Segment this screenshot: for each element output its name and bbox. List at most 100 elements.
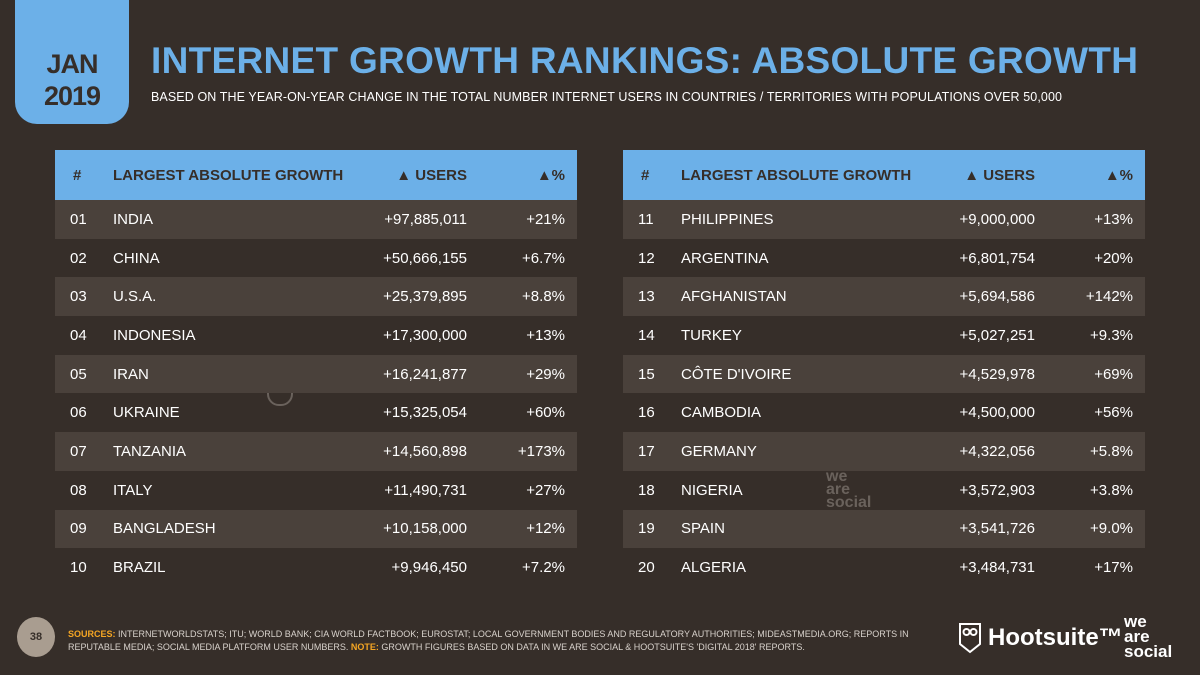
table-row: 11 PHILIPPINES +9,000,000 +13% — [623, 200, 1145, 239]
pct-cell: +17% — [1094, 559, 1133, 577]
table-row: 13 AFGHANISTAN +5,694,586 +142% — [623, 277, 1145, 317]
country-cell: CAMBODIA — [681, 404, 762, 422]
country-cell: PHILIPPINES — [681, 210, 774, 228]
table-row: 08 ITALY +11,490,731 +27% — [55, 471, 577, 510]
pct-cell: +5.8% — [1090, 442, 1133, 460]
pct-cell: +29% — [526, 365, 565, 383]
table-row: 20 ALGERIA +3,484,731 +17% — [623, 548, 1145, 587]
rank-cell: 16 — [638, 404, 655, 422]
users-cell: +4,500,000 — [959, 404, 1036, 422]
rank-cell: 03 — [70, 288, 87, 306]
header-rank: # — [641, 166, 650, 184]
users-cell: +9,946,450 — [391, 559, 468, 577]
pct-cell: +6.7% — [522, 249, 565, 267]
rank-cell: 19 — [638, 520, 655, 538]
rank-cell: 18 — [638, 481, 655, 499]
table-row: 19 SPAIN +3,541,726 +9.0% — [623, 509, 1145, 549]
users-cell: +3,484,731 — [959, 559, 1036, 577]
country-cell: U.S.A. — [113, 288, 157, 306]
hootsuite-wordmark: Hootsuite™ — [988, 624, 1123, 651]
sources-text: INTERNETWORLDSTATS; ITU; WORLD BANK; CIA… — [68, 629, 909, 652]
date-year: 2019 — [43, 81, 101, 111]
pct-cell: +27% — [526, 481, 565, 499]
header-country: LARGEST ABSOLUTE GROWTH — [681, 166, 912, 184]
users-cell: +16,241,877 — [383, 365, 467, 383]
table-row: 14 TURKEY +5,027,251 +9.3% — [623, 316, 1145, 355]
rank-cell: 02 — [70, 249, 87, 267]
rank-cell: 17 — [638, 442, 655, 460]
table-row: 06 UKRAINE +15,325,054 +60% — [55, 393, 577, 432]
we-are-social-logo: we are social — [1124, 612, 1173, 661]
country-cell: ITALY — [113, 481, 153, 499]
page-subtitle: BASED ON THE YEAR-ON-YEAR CHANGE IN THE … — [151, 90, 1063, 104]
country-cell: INDONESIA — [113, 326, 196, 344]
rankings-table-right: # LARGEST ABSOLUTE GROWTH ▲ USERS ▲% 11 P… — [623, 150, 1145, 587]
rankings-table-left: # LARGEST ABSOLUTE GROWTH ▲ USERS ▲% 01 I… — [55, 150, 577, 587]
rank-cell: 05 — [70, 365, 87, 383]
pct-cell: +173% — [517, 442, 565, 460]
country-cell: GERMANY — [681, 442, 757, 460]
date-badge: JAN 2019 — [15, 0, 129, 124]
table-row: 18 NIGERIA +3,572,903 +3.8% — [623, 471, 1145, 510]
country-cell: TANZANIA — [113, 442, 187, 460]
country-cell: SPAIN — [681, 520, 725, 538]
owl-icon — [959, 623, 981, 654]
country-cell: ARGENTINA — [681, 249, 769, 267]
footer-sources: SOURCES: INTERNETWORLDSTATS; ITU; WORLD … — [68, 628, 928, 654]
header-rank: # — [73, 166, 82, 184]
users-cell: +6,801,754 — [959, 249, 1036, 267]
table-row: 12 ARGENTINA +6,801,754 +20% — [623, 239, 1145, 278]
table-header: # LARGEST ABSOLUTE GROWTH ▲ USERS ▲% — [623, 150, 1145, 200]
users-cell: +9,000,000 — [959, 210, 1036, 228]
users-cell: +97,885,011 — [384, 210, 467, 228]
country-cell: BANGLADESH — [113, 520, 216, 538]
page-number: 38 — [17, 617, 55, 657]
rank-cell: 13 — [638, 288, 655, 306]
pct-cell: +3.8% — [1090, 481, 1133, 499]
users-cell: +4,322,056 — [959, 442, 1036, 460]
rank-cell: 01 — [70, 210, 87, 228]
users-cell: +11,490,731 — [384, 481, 467, 499]
table-row: 17 GERMANY +4,322,056 +5.8% — [623, 432, 1145, 471]
rank-cell: 14 — [638, 326, 655, 344]
note-label: NOTE: — [350, 642, 379, 652]
date-month: JAN — [46, 49, 98, 79]
country-cell: NIGERIA — [681, 481, 743, 499]
users-cell: +15,325,054 — [383, 404, 467, 422]
header-pct: ▲% — [536, 166, 565, 184]
pct-cell: +20% — [1094, 249, 1133, 267]
rank-cell: 07 — [70, 442, 87, 460]
pct-cell: +60% — [526, 404, 565, 422]
we-are-social-watermark: we are social — [826, 468, 872, 511]
header-users: ▲ USERS — [964, 166, 1035, 184]
table-row: 04 INDONESIA +17,300,000 +13% — [55, 316, 577, 355]
users-cell: +3,572,903 — [959, 481, 1036, 499]
users-cell: +4,529,978 — [959, 365, 1036, 383]
table-row: 01 INDIA +97,885,011 +21% — [55, 200, 577, 239]
table-row: 10 BRAZIL +9,946,450 +7.2% — [55, 548, 577, 587]
pct-cell: +13% — [1094, 210, 1133, 228]
note-text: GROWTH FIGURES BASED ON DATA IN WE ARE S… — [381, 642, 805, 652]
table-row: 07 TANZANIA +14,560,898 +173% — [55, 432, 577, 471]
sources-label: SOURCES: — [68, 629, 116, 639]
header-pct: ▲% — [1104, 166, 1133, 184]
table-header: # LARGEST ABSOLUTE GROWTH ▲ USERS ▲% — [55, 150, 577, 200]
rank-cell: 15 — [638, 365, 655, 383]
country-cell: AFGHANISTAN — [681, 288, 787, 306]
rank-cell: 06 — [70, 404, 87, 422]
users-cell: +50,666,155 — [383, 249, 467, 267]
pct-cell: +21% — [526, 210, 565, 228]
users-cell: +17,300,000 — [383, 326, 467, 344]
country-cell: CHINA — [113, 249, 160, 267]
pct-cell: +12% — [526, 520, 565, 538]
country-cell: BRAZIL — [113, 559, 166, 577]
rank-cell: 20 — [638, 559, 655, 577]
pct-cell: +8.8% — [522, 288, 565, 306]
table-row: 09 BANGLADESH +10,158,000 +12% — [55, 509, 577, 549]
header-country: LARGEST ABSOLUTE GROWTH — [113, 166, 344, 184]
table-row: 16 CAMBODIA +4,500,000 +56% — [623, 393, 1145, 432]
country-cell: INDIA — [113, 210, 154, 228]
table-row: 05 IRAN +16,241,877 +29% — [55, 354, 577, 394]
table-row: 15 CÔTE D'IVOIRE +4,529,978 +69% — [623, 354, 1145, 394]
users-cell: +3,541,726 — [959, 520, 1036, 538]
